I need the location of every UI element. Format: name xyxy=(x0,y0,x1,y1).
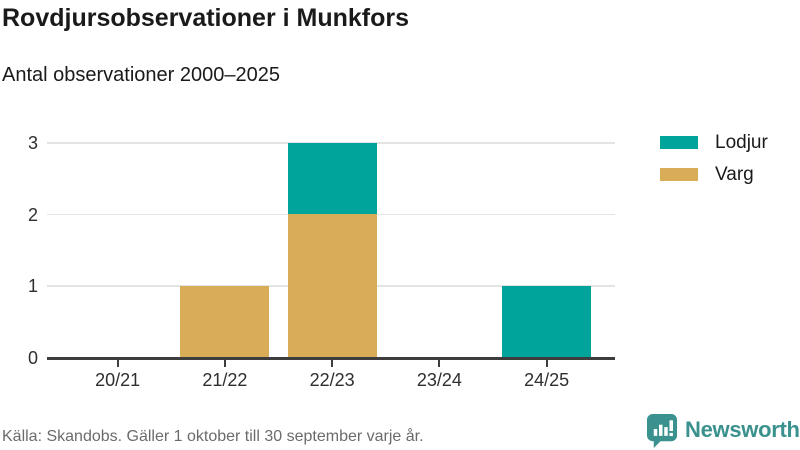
y-tick-label-2: 2 xyxy=(27,204,38,225)
y-tick-label-1: 1 xyxy=(27,276,38,296)
x-tick-label-3: 23/24 xyxy=(416,370,462,390)
newsworthy-bubble-icon xyxy=(646,414,678,448)
bar-segment-varg-22-23 xyxy=(287,214,377,357)
x-axis-line xyxy=(47,357,615,360)
newsworthy-wordmark: Newsworthy xyxy=(685,417,800,442)
chart-subtitle: Antal observationer 2000–2025 xyxy=(2,64,280,86)
bar-segment-varg-21-22 xyxy=(180,285,270,357)
x-tick-label-1: 21/22 xyxy=(202,370,248,390)
bar-segment-lodjur-22-23 xyxy=(287,142,377,214)
bar-segment-lodjur-24-25 xyxy=(502,285,592,357)
x-tick-1 xyxy=(223,360,226,367)
legend-item-varg: Varg xyxy=(660,165,768,184)
x-tick-4 xyxy=(545,360,548,367)
x-tick-label-0: 20/21 xyxy=(95,370,141,390)
chart-title: Rovdjursobservationer i Munkfors xyxy=(2,4,410,32)
y-tick-label-0: 0 xyxy=(27,347,38,368)
x-tick-2 xyxy=(331,360,334,367)
legend-label-lodjur: Lodjur xyxy=(715,132,768,153)
x-tick-label-4: 24/25 xyxy=(524,370,570,390)
x-tick-0 xyxy=(116,360,119,367)
x-tick-label-2: 22/23 xyxy=(309,370,355,390)
y-tick-label-3: 3 xyxy=(27,133,38,153)
x-tick-3 xyxy=(438,360,441,367)
legend-swatch-varg xyxy=(660,168,698,181)
source-note: Källa: Skandobs. Gäller 1 oktober till 3… xyxy=(2,428,424,445)
legend-label-varg: Varg xyxy=(715,164,754,185)
chart-legend: Lodjur Varg xyxy=(660,133,768,184)
newsworthy-logo: Newsworthy xyxy=(646,413,800,449)
legend-swatch-lodjur xyxy=(660,136,698,149)
legend-item-lodjur: Lodjur xyxy=(660,133,768,152)
